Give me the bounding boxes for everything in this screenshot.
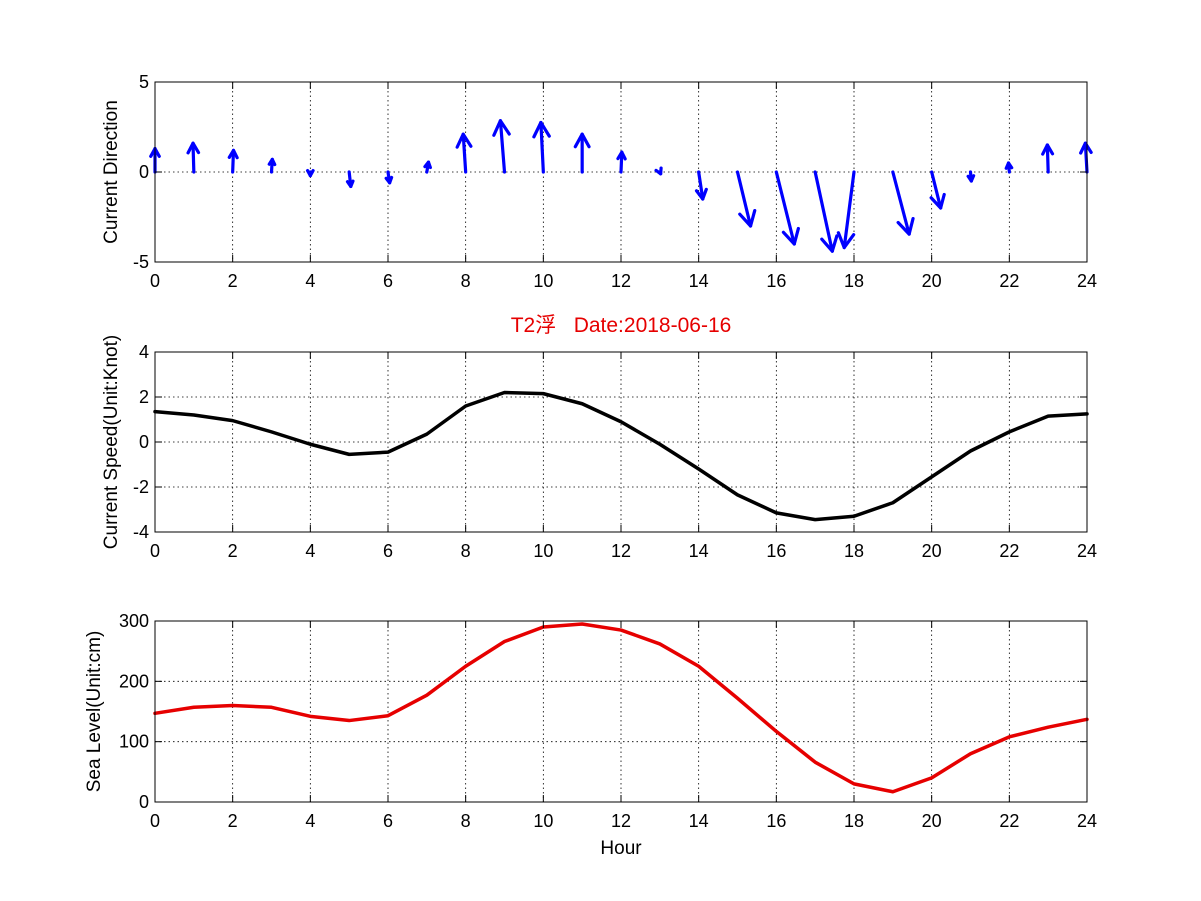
- y-axis-label: Current Speed(Unit:Knot): [101, 335, 122, 549]
- current-arrow: [573, 132, 591, 174]
- current-arrow: [774, 170, 800, 246]
- x-tick-label: 10: [533, 811, 553, 831]
- current-arrow: [1004, 161, 1014, 174]
- current-arrow: [1041, 143, 1055, 174]
- x-tick-label: 2: [228, 811, 238, 831]
- x-tick-label: 4: [305, 271, 315, 291]
- x-tick-label: 0: [150, 541, 160, 561]
- x-tick-label: 6: [383, 811, 393, 831]
- x-tick-label: 24: [1077, 271, 1097, 291]
- x-tick-label: 22: [999, 811, 1019, 831]
- x-tick-label: 14: [689, 811, 709, 831]
- y-tick-label: 0: [139, 792, 149, 812]
- x-tick-label: 18: [844, 811, 864, 831]
- y-tick-label: -4: [133, 522, 149, 542]
- y-tick-label: 2: [139, 387, 149, 407]
- x-tick-label: 16: [766, 541, 786, 561]
- x-tick-label: 2: [228, 541, 238, 561]
- x-tick-label: 18: [844, 541, 864, 561]
- y-tick-label: 0: [139, 162, 149, 182]
- current-arrow: [966, 170, 976, 183]
- current-arrow: [654, 166, 663, 176]
- x-tick-label: 4: [305, 811, 315, 831]
- y-tick-label: 200: [119, 671, 149, 691]
- x-tick-label: 12: [611, 811, 631, 831]
- y-tick-label: -2: [133, 477, 149, 497]
- current-arrow: [813, 170, 839, 253]
- current-arrow: [267, 157, 277, 174]
- y-tick-label: 4: [139, 342, 149, 362]
- x-tick-label: 14: [689, 541, 709, 561]
- x-axis-label: Hour: [600, 838, 642, 859]
- current-arrow: [891, 170, 915, 236]
- y-tick-label: -5: [133, 252, 149, 272]
- current-arrow: [345, 170, 355, 188]
- current-arrow: [735, 170, 757, 228]
- figure-title: T2浮 Date:2018-06-16: [511, 314, 732, 337]
- y-tick-label: 100: [119, 732, 149, 752]
- x-tick-label: 8: [461, 811, 471, 831]
- current-arrow: [532, 120, 551, 174]
- x-tick-label: 2: [228, 271, 238, 291]
- x-tick-label: 4: [305, 541, 315, 561]
- x-tick-label: 24: [1077, 811, 1097, 831]
- x-tick-label: 6: [383, 271, 393, 291]
- x-tick-label: 12: [611, 271, 631, 291]
- x-tick-label: 0: [150, 271, 160, 291]
- x-tick-label: 22: [999, 271, 1019, 291]
- current-arrow: [836, 170, 856, 250]
- x-tick-label: 0: [150, 811, 160, 831]
- y-tick-label: 5: [139, 72, 149, 92]
- x-tick-label: 20: [922, 271, 942, 291]
- current-arrow: [423, 160, 432, 174]
- series-line: [153, 622, 1089, 794]
- y-axis-label: Current Direction: [101, 100, 122, 244]
- x-tick-label: 22: [999, 541, 1019, 561]
- x-tick-label: 10: [533, 541, 553, 561]
- current-arrow: [227, 148, 239, 174]
- x-tick-label: 10: [533, 271, 553, 291]
- current-arrow: [616, 150, 627, 174]
- x-tick-label: 18: [844, 271, 864, 291]
- y-axis-label: Sea Level(Unit:cm): [84, 631, 105, 793]
- x-tick-label: 16: [766, 271, 786, 291]
- x-tick-label: 20: [922, 541, 942, 561]
- current-arrow: [492, 119, 511, 174]
- x-tick-label: 12: [611, 541, 631, 561]
- x-tick-label: 14: [689, 271, 709, 291]
- current-arrow: [694, 170, 708, 201]
- x-tick-label: 16: [766, 811, 786, 831]
- x-tick-label: 8: [461, 541, 471, 561]
- current-arrow: [929, 170, 946, 210]
- y-tick-label: 300: [119, 611, 149, 631]
- current-arrow: [186, 141, 201, 174]
- current-arrow: [305, 169, 315, 178]
- series-line: [153, 390, 1089, 522]
- x-tick-label: 20: [922, 811, 942, 831]
- current-arrow: [384, 170, 394, 185]
- y-tick-label: 0: [139, 432, 149, 452]
- x-tick-label: 8: [461, 271, 471, 291]
- current-arrow: [455, 132, 473, 174]
- x-tick-label: 6: [383, 541, 393, 561]
- x-tick-label: 24: [1077, 541, 1097, 561]
